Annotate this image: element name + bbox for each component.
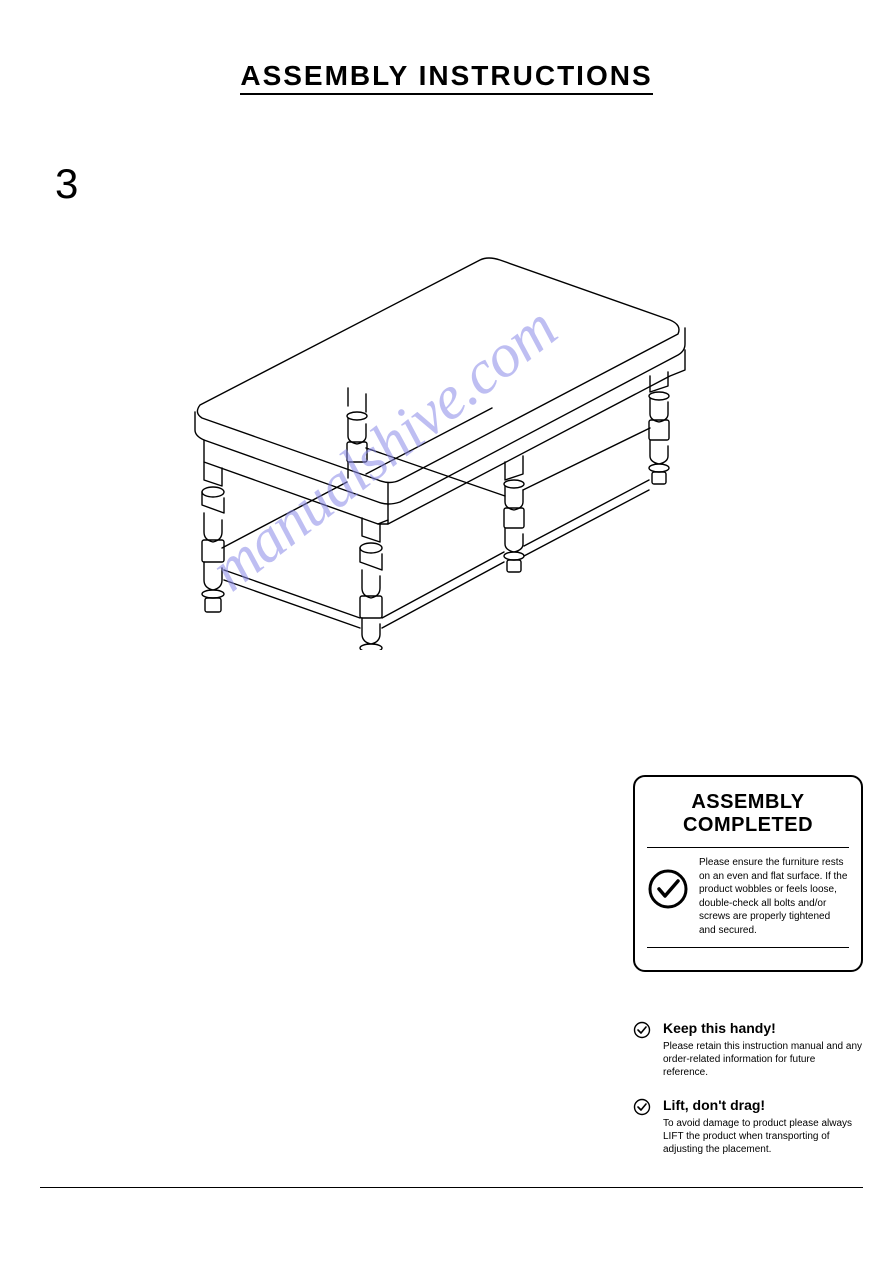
tip-title: Lift, don't drag! — [663, 1097, 863, 1113]
tip-body: Lift, don't drag! To avoid damage to pro… — [663, 1097, 863, 1156]
tip-lift-dont-drag: Lift, don't drag! To avoid damage to pro… — [633, 1097, 863, 1156]
completed-title-line1: ASSEMBLY — [691, 791, 804, 813]
check-icon — [633, 1098, 651, 1156]
tip-title: Keep this handy! — [663, 1020, 863, 1036]
completed-rule-bottom — [647, 947, 849, 948]
bench-illustration — [130, 230, 710, 650]
check-icon — [633, 1021, 651, 1079]
completed-title: ASSEMBLY COMPLETED — [647, 791, 849, 837]
step-number: 3 — [55, 160, 78, 208]
bottom-rule — [40, 1187, 863, 1188]
assembly-completed-box: ASSEMBLY COMPLETED Please ensure the fur… — [633, 775, 863, 972]
completed-text: Please ensure the furniture rests on an … — [699, 856, 849, 937]
page-title: ASSEMBLY INSTRUCTIONS — [0, 60, 893, 92]
page-title-text: ASSEMBLY INSTRUCTIONS — [240, 60, 652, 95]
leg-mid-front — [504, 456, 524, 572]
tip-body: Keep this handy! Please retain this inst… — [663, 1020, 863, 1079]
leg-back-left — [347, 388, 367, 478]
leg-front-left — [202, 462, 224, 612]
completed-body: Please ensure the furniture rests on an … — [647, 856, 849, 937]
leg-back-right — [649, 372, 669, 484]
completed-rule-top — [647, 847, 849, 848]
tips-section: Keep this handy! Please retain this inst… — [633, 1020, 863, 1174]
completed-title-line2: COMPLETED — [683, 814, 813, 836]
check-circle-icon — [647, 868, 689, 910]
tip-text: Please retain this instruction manual an… — [663, 1040, 863, 1079]
tip-text: To avoid damage to product please always… — [663, 1117, 863, 1156]
tip-keep-handy: Keep this handy! Please retain this inst… — [633, 1020, 863, 1079]
leg-front-right — [360, 518, 382, 650]
